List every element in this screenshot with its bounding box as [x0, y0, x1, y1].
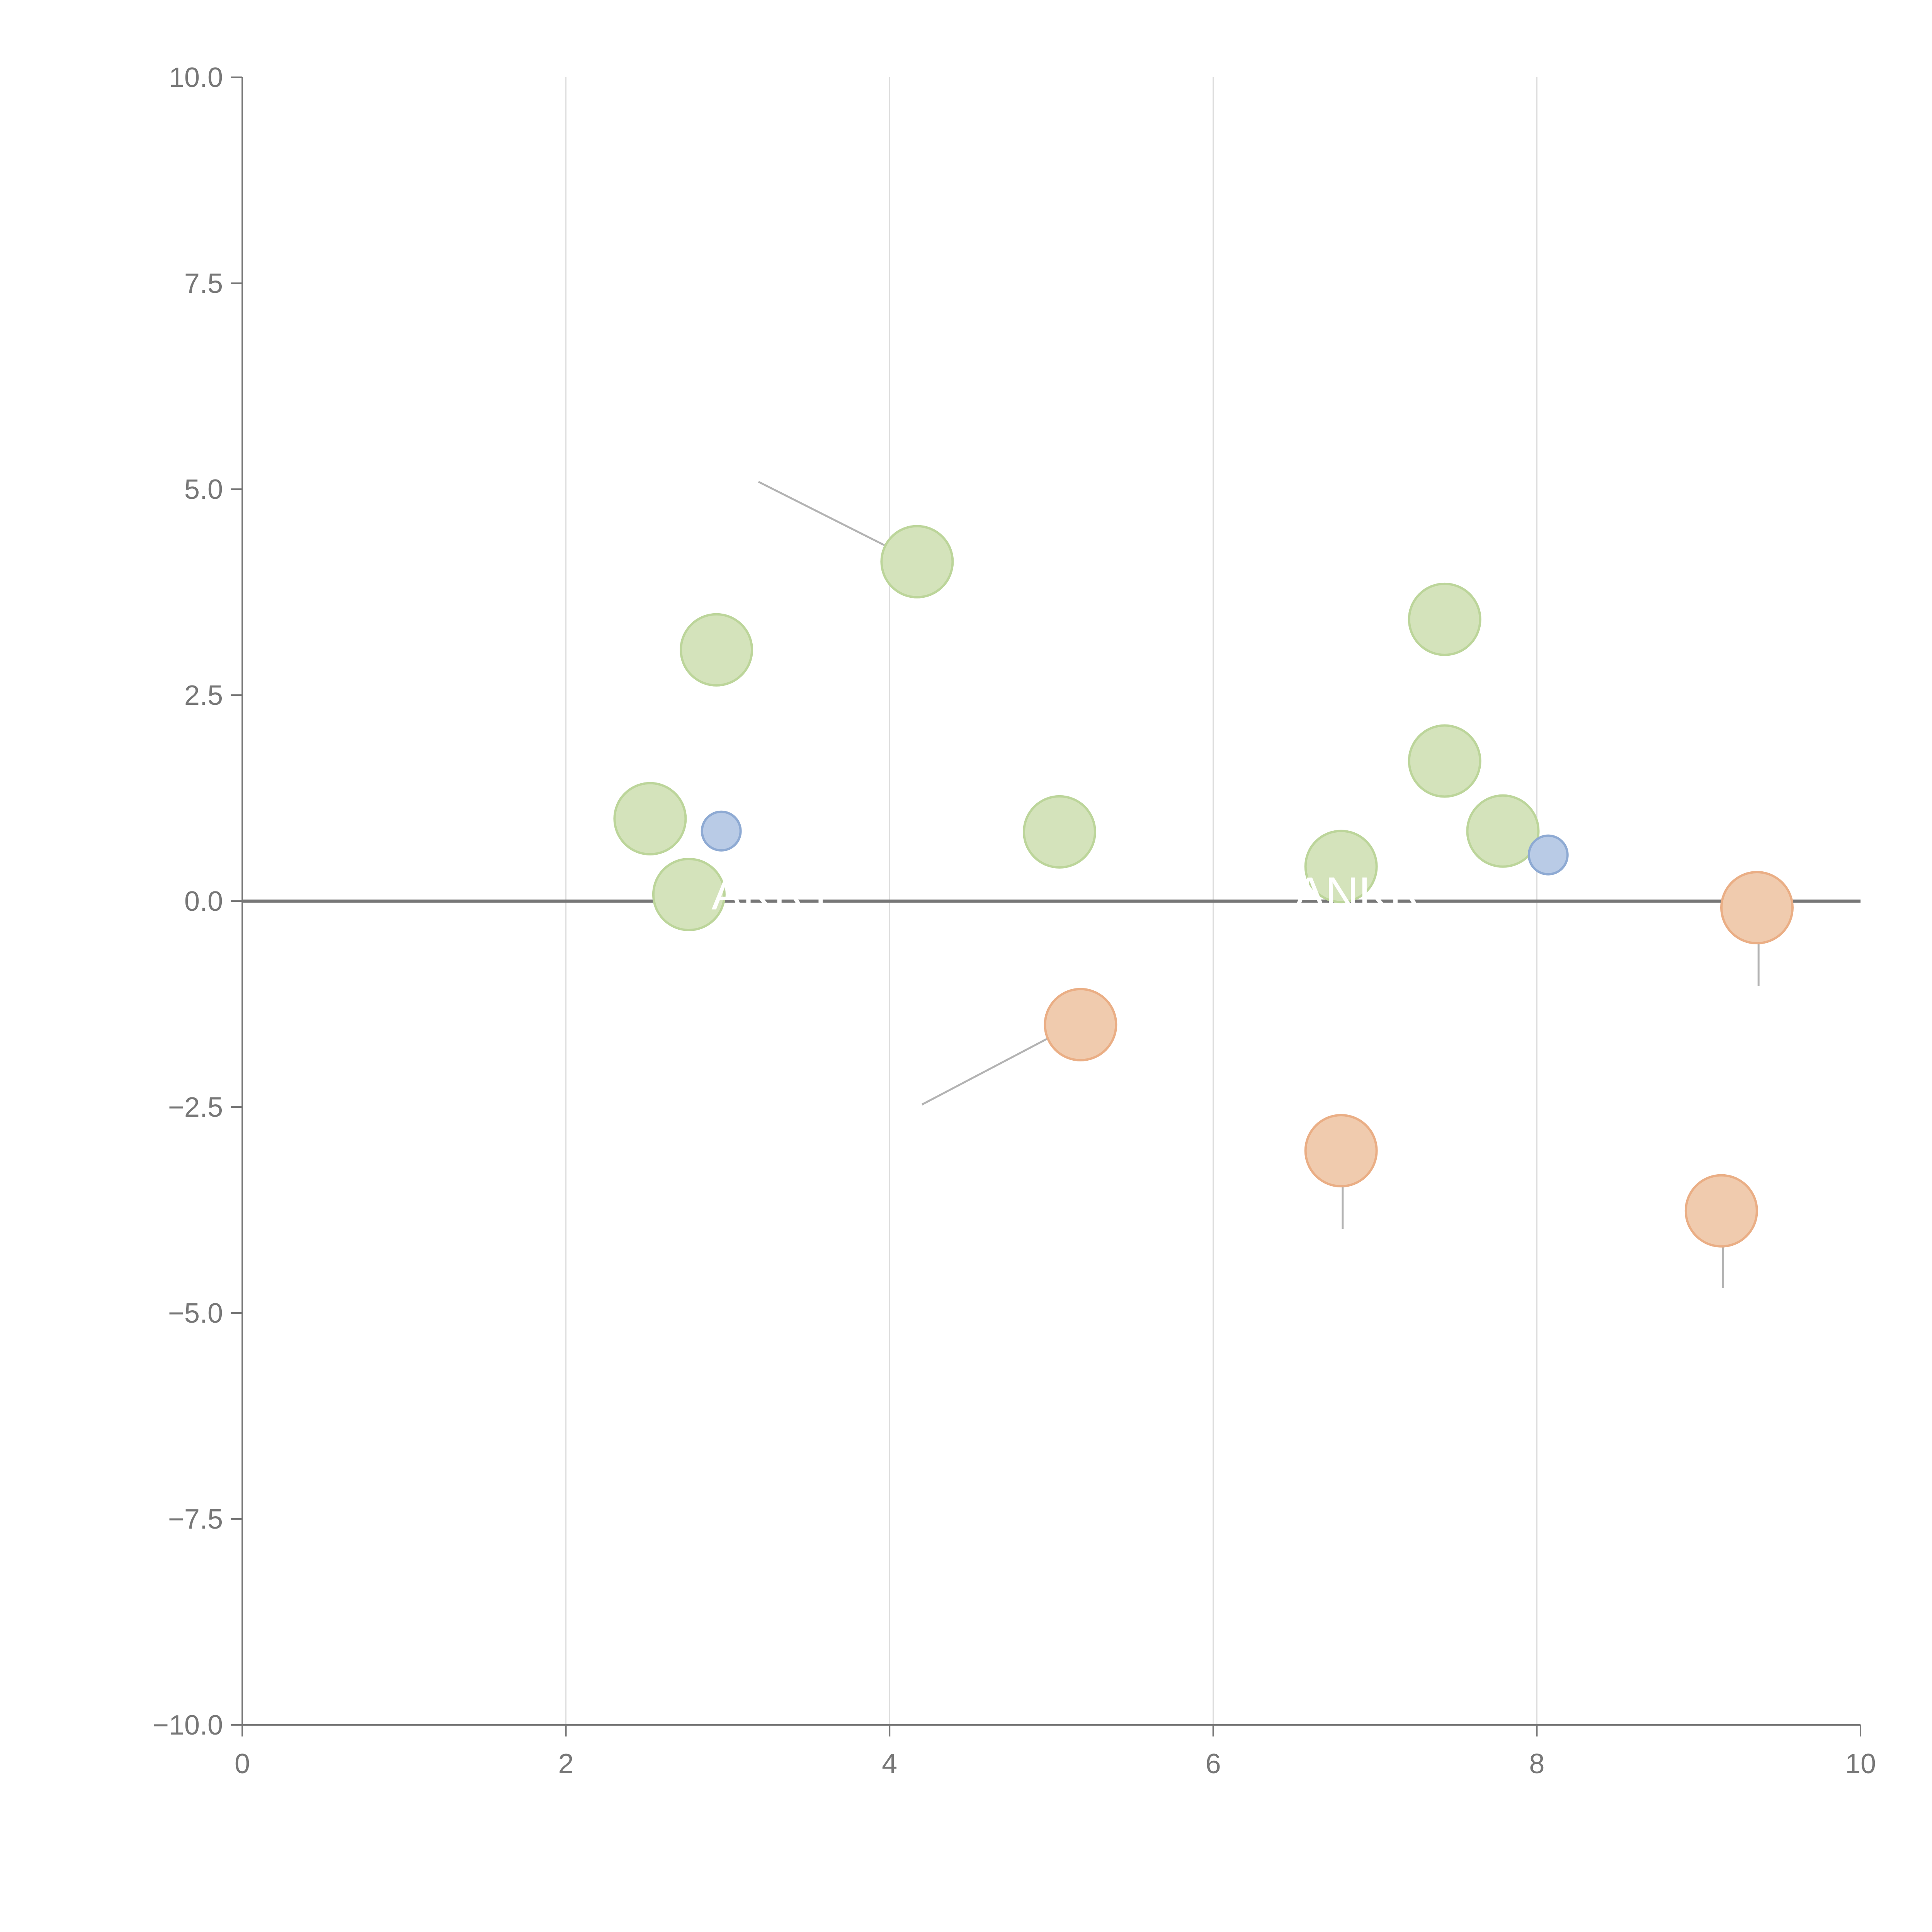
axes: 10.0 7.5 5.0 2.5 0.0 −2.5 −5.0 −7.5 −10.0 0 2 4 6 8 10: [153, 62, 1876, 1779]
green-point: [1466, 794, 1540, 868]
y-tick-label: −5.0: [168, 1298, 223, 1329]
orange-point: [1684, 1174, 1758, 1248]
green-point: [680, 613, 753, 687]
green-point: [613, 782, 687, 855]
green-point: [1022, 795, 1096, 869]
blue-point: [1527, 834, 1569, 876]
green-point: [1408, 582, 1481, 656]
green-point: [1408, 724, 1481, 798]
point-label: AKR1: [712, 867, 833, 919]
data-points: [613, 525, 1794, 1248]
leader-lines: [758, 481, 1760, 1289]
y-tick-label: 10.0: [169, 62, 223, 93]
y-tick-label: −10.0: [153, 1710, 223, 1741]
x-tick-label: 8: [1529, 1748, 1544, 1779]
x-tick-label: 0: [235, 1748, 250, 1779]
orange-point: [1720, 871, 1794, 945]
x-tick-label: 6: [1206, 1748, 1221, 1779]
y-tick-label: 0.0: [184, 886, 223, 917]
green-point: [880, 525, 954, 599]
y-tick-label: 2.5: [184, 680, 223, 711]
orange-point: [1304, 1114, 1378, 1187]
blue-point: [701, 810, 742, 852]
green-point: [1304, 830, 1378, 903]
x-tick-label: 2: [558, 1748, 574, 1779]
orange-point: [1044, 988, 1117, 1061]
y-tick-label: 7.5: [184, 268, 223, 299]
x-tick-label: 10: [1845, 1748, 1876, 1779]
point-labels: AKR1 ANKR: [712, 867, 1423, 919]
y-tick-label: −7.5: [168, 1504, 223, 1535]
y-tick-label: −2.5: [168, 1092, 223, 1123]
x-tick-label: 4: [882, 1748, 897, 1779]
point-label: ANKR: [1294, 867, 1423, 919]
y-tick-label: 5.0: [184, 474, 223, 505]
green-point: [652, 857, 726, 931]
